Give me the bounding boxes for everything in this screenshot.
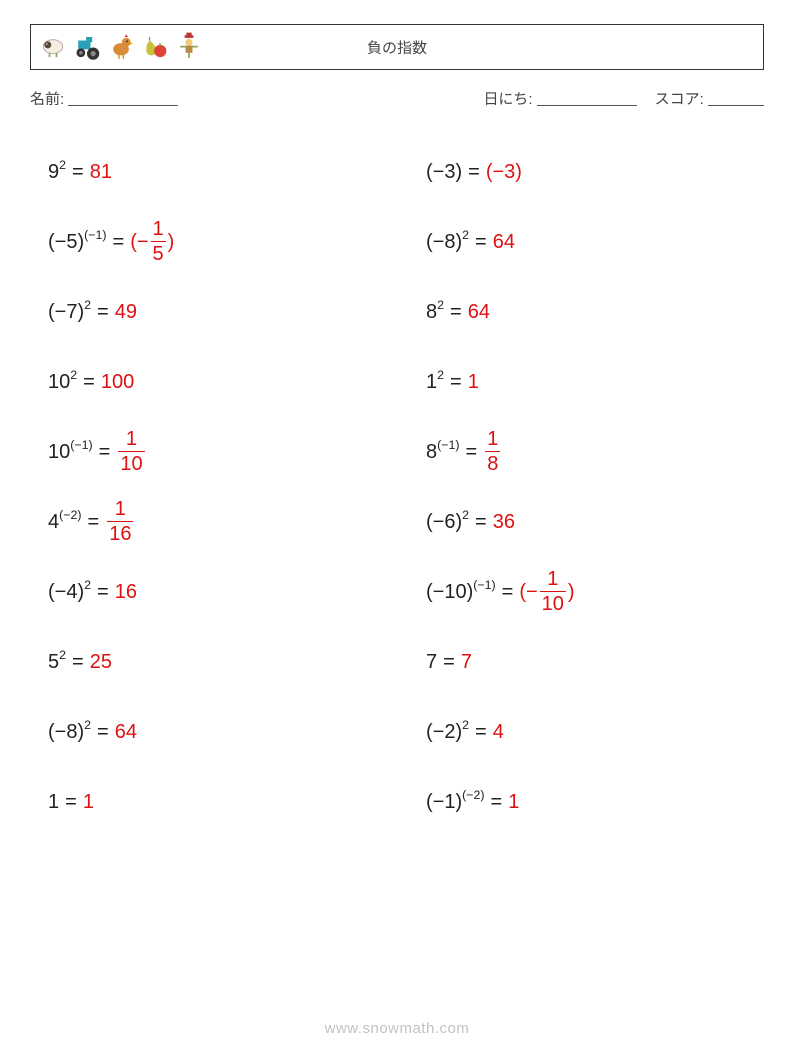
- problem: (−10)(−1)=(−110): [426, 557, 764, 627]
- date-field: 日にち:: [483, 88, 636, 109]
- problem: 52=25: [48, 627, 386, 697]
- problem: (−3)=(−3): [426, 137, 764, 207]
- problem: 102=100: [48, 347, 386, 417]
- name-label: 名前:: [30, 91, 64, 108]
- problem: (−1)(−2)=1: [426, 767, 764, 837]
- name-field: 名前:: [30, 88, 178, 109]
- problem: (−7)2=49: [48, 277, 386, 347]
- problem: (−8)2=64: [426, 207, 764, 277]
- name-blank[interactable]: [68, 90, 178, 106]
- score-label: スコア:: [655, 91, 704, 108]
- problem: 10(−1)=110: [48, 417, 386, 487]
- scarecrow-icon: [175, 30, 203, 64]
- header-box: 負の指数: [30, 24, 764, 70]
- problem: (−6)2=36: [426, 487, 764, 557]
- chicken-icon: [107, 30, 135, 64]
- problems-col-left: 92=81(−5)(−1)=(−15)(−7)2=49102=10010(−1)…: [48, 137, 386, 837]
- problem: (−8)2=64: [48, 697, 386, 767]
- problem: (−4)2=16: [48, 557, 386, 627]
- problem: 82=64: [426, 277, 764, 347]
- meta-row: 名前: 日にち: スコア:: [30, 88, 764, 109]
- problem: 7=7: [426, 627, 764, 697]
- problem: (−2)2=4: [426, 697, 764, 767]
- problems-col-right: (−3)=(−3)(−8)2=6482=6412=18(−1)=18(−6)2=…: [426, 137, 764, 837]
- watermark: www.snowmath.com: [0, 1020, 794, 1037]
- date-label: 日にち:: [483, 91, 532, 108]
- problem: 1=1: [48, 767, 386, 837]
- pear-apple-icon: [141, 30, 169, 64]
- problem: 4(−2)=116: [48, 487, 386, 557]
- problem: 12=1: [426, 347, 764, 417]
- tractor-icon: [73, 30, 101, 64]
- score-field: スコア:: [655, 88, 764, 109]
- header-icons: [39, 30, 203, 64]
- problem: 92=81: [48, 137, 386, 207]
- date-blank[interactable]: [537, 90, 637, 106]
- problem: 8(−1)=18: [426, 417, 764, 487]
- score-blank[interactable]: [708, 90, 764, 106]
- problems-grid: 92=81(−5)(−1)=(−15)(−7)2=49102=10010(−1)…: [30, 137, 764, 837]
- problem: (−5)(−1)=(−15): [48, 207, 386, 277]
- sheep-icon: [39, 30, 67, 64]
